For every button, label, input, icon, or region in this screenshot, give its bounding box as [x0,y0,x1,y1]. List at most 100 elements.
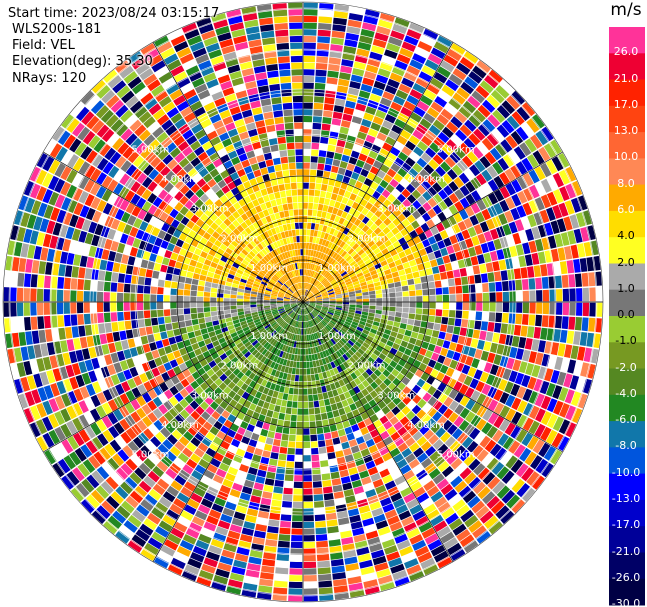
range-gate-cell [337,320,344,325]
range-gate-cell [306,276,309,283]
range-gate-cell [386,42,401,53]
range-gate-cell [474,349,483,359]
range-gate-cell [492,481,506,495]
range-gate-cell [373,349,381,357]
range-gate-cell [489,228,499,240]
range-gate-cell [316,303,323,305]
range-gate-cell [553,189,564,204]
range-gate-cell [317,259,322,266]
range-gate-cell [417,195,427,206]
range-gate-cell [542,302,550,315]
range-gate-cell [436,257,444,266]
range-gate-cell [367,251,376,259]
range-gate-cell [360,281,367,287]
range-gate-cell [316,43,330,50]
range-gate-cell [418,232,427,242]
range-gate-cell [377,365,386,373]
range-gate-cell [330,338,337,345]
range-gate-cell [422,295,430,302]
range-gate-cell [355,292,363,297]
range-gate-cell [510,207,521,221]
range-gate-cell [421,254,430,263]
range-gate-cell [309,236,314,243]
range-gate-cell [502,223,512,236]
range-gate-cell [406,65,421,76]
range-gate-cell [334,312,341,316]
range-gate-cell [382,310,389,316]
range-gate-cell [479,221,489,233]
range-gate-cell [366,279,374,285]
range-gate-cell [110,302,117,312]
range-gate-cell [403,123,415,134]
range-gate-cell [494,322,502,333]
range-gate-cell [316,324,321,331]
range-gate-cell [118,321,126,331]
range-gate-cell [273,587,288,595]
range-gate-cell [405,157,416,167]
range-gate-cell [367,356,375,364]
range-gate-cell [484,439,497,453]
range-gate-cell [329,304,336,307]
range-gate-cell [313,102,324,110]
range-gate-cell [292,501,303,509]
range-gate-cell [357,249,365,256]
range-gate-cell [350,323,358,329]
range-gate-cell [439,230,449,240]
range-gate-cell [316,244,322,252]
range-gate-cell [385,136,396,146]
range-gate-cell [362,305,369,309]
range-gate-cell [307,306,313,311]
range-gate-cell [323,493,334,501]
range-gate-cell [329,298,336,301]
range-gate-cell [467,366,477,378]
range-gate-cell [474,274,482,284]
range-gate-cell [340,250,348,258]
range-gate-cell [333,11,348,19]
range-gate-cell [474,320,482,330]
range-gate-cell [310,249,314,257]
range-gate-cell [513,146,526,160]
range-gate-cell [394,17,410,28]
range-gate-cell [477,467,491,481]
range-gate-cell [403,71,418,82]
range-gate-cell [342,262,350,269]
range-gate-cell [288,588,303,595]
range-gate-cell [283,487,293,495]
range-gate-cell [307,222,312,229]
range-gate-cell [373,247,381,255]
range-gate-cell [441,465,454,478]
range-gate-cell [529,290,536,302]
range-gate-cell [424,59,439,71]
range-gate-cell [488,192,499,205]
range-gate-cell [540,411,552,426]
range-gate-cell [570,197,582,213]
range-gate-cell [303,55,316,63]
range-gate-cell [344,321,352,326]
range-gate-cell [459,327,467,337]
range-gate-cell [165,323,173,331]
range-gate-cell [237,305,244,309]
range-gate-cell [442,302,450,310]
range-gate-cell [501,120,515,134]
range-gate-cell [497,433,509,447]
range-gate-cell [305,256,308,263]
range-gate-cell [371,144,381,154]
range-gate-cell [311,257,315,264]
range-gate-cell [381,189,391,199]
range-gate-cell [308,189,315,196]
range-gate-cell [355,310,362,315]
range-gate-cell [359,35,373,45]
range-gate-cell [314,281,320,287]
range-gate-cell [438,200,448,211]
range-gate-cell [477,233,487,244]
range-gate-cell [279,446,288,454]
range-gate-cell [576,302,583,316]
range-gate-cell [387,373,396,382]
range-gate-cell [345,351,352,359]
range-gate-cell [110,282,118,292]
range-gate-cell [424,229,433,239]
range-gate-cell [347,19,362,28]
range-gate-cell [323,103,334,111]
range-gate-cell [303,195,309,203]
range-gate-cell [307,375,312,382]
